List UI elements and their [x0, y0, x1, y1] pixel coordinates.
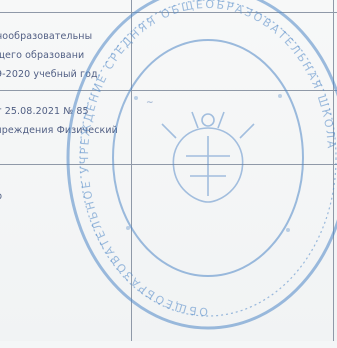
doc-line-2: щего образовани: [0, 50, 85, 61]
doc-line-6: р: [0, 191, 2, 202]
doc-line-5: чреждения Физический: [0, 125, 118, 136]
table-rule-3: [0, 164, 337, 165]
doc-line-1: нообразовательны: [0, 31, 93, 42]
table-rule-2: [0, 90, 337, 91]
seal-ring-text: ОБЩЕОБРАЗОВАТЕЛЬНОЕ УЧРЕЖДЕНИЕ СРЕДНЯЯ О…: [78, 0, 336, 318]
document-fragment: нообразовательны щего образовани 9-2020 …: [0, 0, 337, 341]
svg-text:ОБЩЕОБРАЗОВАТЕЛЬНОЕ УЧРЕЖДЕНИЕ: ОБЩЕОБРАЗОВАТЕЛЬНОЕ УЧРЕЖДЕНИЕ СРЕДНЯЯ О…: [78, 0, 337, 318]
table-rule-top: [0, 12, 337, 13]
official-seal-stamp: ОБЩЕОБРАЗОВАТЕЛЬНОЕ УЧРЕЖДЕНИЕ СРЕДНЯЯ О…: [66, 0, 337, 330]
doc-line-3: 9-2020 учебный год: [0, 69, 98, 80]
table-column-divider: [131, 0, 132, 341]
table-column-divider-right: [333, 0, 334, 341]
doc-line-4: т 25.08.2021 № 85: [0, 106, 89, 117]
tick-mark: ~: [146, 98, 154, 108]
emblem-icon: [161, 111, 255, 203]
